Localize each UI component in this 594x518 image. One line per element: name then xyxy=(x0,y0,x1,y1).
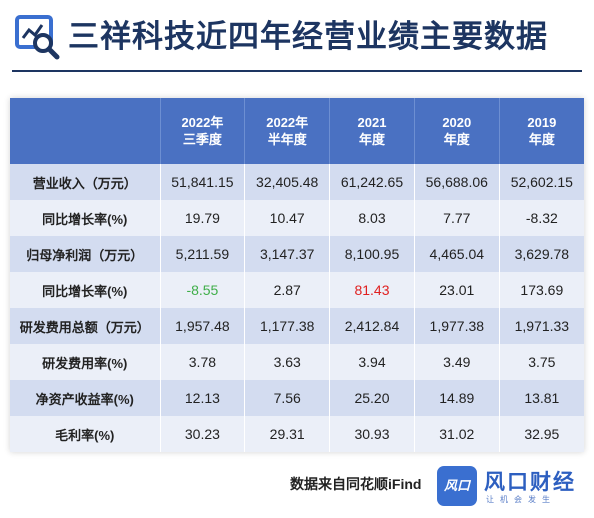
column-header: 2019 年度 xyxy=(499,98,584,164)
column-header: 2021 年度 xyxy=(329,98,415,164)
title-divider xyxy=(12,70,582,72)
column-header: 2022年 三季度 xyxy=(160,98,246,164)
table-cell: 5,211.59 xyxy=(160,236,246,272)
table-cell: 7.77 xyxy=(414,200,500,236)
table-row: 研发费用总额（万元） 1,957.48 1,177.38 2,412.84 1,… xyxy=(10,308,584,344)
page-header: 三祥科技近四年经营业绩主要数据 xyxy=(0,0,594,76)
table-cell-negative: -8.55 xyxy=(160,272,246,308)
table-cell: 30.23 xyxy=(160,416,246,452)
table-cell-highlight: 81.43 xyxy=(329,272,415,308)
table-cell: 32,405.48 xyxy=(244,164,331,200)
table-row: 研发费用率(%) 3.78 3.63 3.94 3.49 3.75 xyxy=(10,344,584,380)
table-cell: 1,977.38 xyxy=(414,308,500,344)
table-cell: 12.13 xyxy=(160,380,246,416)
row-label: 同比增长率(%) xyxy=(10,272,161,308)
row-label: 净资产收益率(%) xyxy=(10,380,161,416)
data-source-note: 数据来自同花顺iFind xyxy=(290,476,422,492)
table-cell: 1,957.48 xyxy=(160,308,246,344)
chart-search-icon xyxy=(15,15,60,60)
table-cell: 14.89 xyxy=(414,380,500,416)
table-row: 毛利率(%) 30.23 29.31 30.93 31.02 32.95 xyxy=(10,416,584,452)
table-cell: 173.69 xyxy=(499,272,584,308)
page-title: 三祥科技近四年经营业绩主要数据 xyxy=(68,19,548,54)
table-cell: 3.75 xyxy=(499,344,584,380)
table-cell: 61,242.65 xyxy=(329,164,415,200)
table-cell: 19.79 xyxy=(160,200,246,236)
row-label: 毛利率(%) xyxy=(10,416,161,452)
table-cell: 8.03 xyxy=(329,200,415,236)
table-row: 同比增长率(%) -8.55 2.87 81.43 23.01 173.69 xyxy=(10,272,584,308)
table-cell: 13.81 xyxy=(499,380,584,416)
table-cell: 1,971.33 xyxy=(499,308,584,344)
table-row: 净资产收益率(%) 12.13 7.56 25.20 14.89 13.81 xyxy=(10,380,584,416)
data-table-container: 2022年 三季度 2022年 半年度 2021 年度 2020 年度 2019 年度 营… xyxy=(10,98,584,452)
table-cell: 23.01 xyxy=(414,272,500,308)
table-cell: 32.95 xyxy=(499,416,584,452)
page-footer: 数据来自同花顺iFind 风口 风口财经 让机会发生 xyxy=(0,460,594,518)
table-cell: 3.78 xyxy=(160,344,246,380)
row-label: 营业收入（万元） xyxy=(10,164,161,200)
table-cell: 8,100.95 xyxy=(329,236,415,272)
table-cell: 3,147.37 xyxy=(244,236,331,272)
table-cell: 2,412.84 xyxy=(329,308,415,344)
column-header xyxy=(10,98,161,164)
table-cell: 52,602.15 xyxy=(499,164,584,200)
table-cell: 3,629.78 xyxy=(499,236,584,272)
table-cell: 31.02 xyxy=(414,416,500,452)
table-row: 归母净利润（万元） 5,211.59 3,147.37 8,100.95 4,4… xyxy=(10,236,584,272)
brand-logo-icon: 风口 xyxy=(437,466,477,506)
table-cell: 29.31 xyxy=(244,416,331,452)
row-label: 研发费用率(%) xyxy=(10,344,161,380)
column-header: 2022年 半年度 xyxy=(244,98,331,164)
row-label: 研发费用总额（万元） xyxy=(10,308,161,344)
table-header-row: 2022年 三季度 2022年 半年度 2021 年度 2020 年度 2019 年度 xyxy=(10,98,584,164)
table-row: 同比增长率(%) 19.79 10.47 8.03 7.77 -8.32 xyxy=(10,200,584,236)
brand-name: 风口财经 xyxy=(484,469,576,494)
brand-slogan: 让机会发生 xyxy=(486,495,556,504)
table-cell: 3.94 xyxy=(329,344,415,380)
table-cell: 3.49 xyxy=(414,344,500,380)
table-cell: -8.32 xyxy=(499,200,584,236)
table-cell: 2.87 xyxy=(244,272,331,308)
table-cell: 3.63 xyxy=(244,344,331,380)
row-label: 同比增长率(%) xyxy=(10,200,161,236)
column-header: 2020 年度 xyxy=(414,98,500,164)
table-cell: 1,177.38 xyxy=(244,308,331,344)
table-cell: 30.93 xyxy=(329,416,415,452)
table-cell: 7.56 xyxy=(244,380,331,416)
row-label: 归母净利润（万元） xyxy=(10,236,161,272)
table-cell: 4,465.04 xyxy=(414,236,500,272)
table-cell: 10.47 xyxy=(244,200,331,236)
table-row: 营业收入（万元） 51,841.15 32,405.48 61,242.65 5… xyxy=(10,164,584,200)
table-cell: 25.20 xyxy=(329,380,415,416)
table-cell: 51,841.15 xyxy=(160,164,246,200)
table-cell: 56,688.06 xyxy=(414,164,500,200)
performance-table: 2022年 三季度 2022年 半年度 2021 年度 2020 年度 2019 年度 营… xyxy=(10,98,584,452)
